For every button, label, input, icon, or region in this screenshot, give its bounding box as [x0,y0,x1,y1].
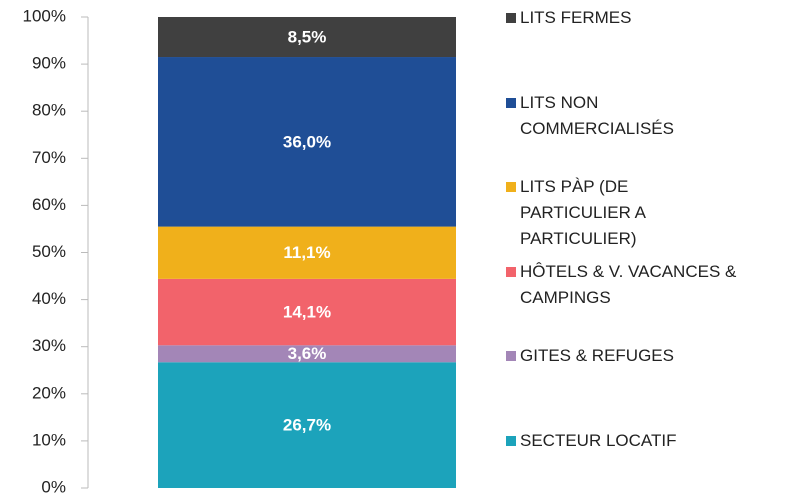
bar-segment [158,362,456,488]
bar-segment [158,278,456,346]
y-tick-label: 10% [32,430,66,449]
y-tick-label: 70% [32,148,66,167]
value-label: 26,7% [283,416,331,435]
legend-label: LITS FERMES [520,8,632,27]
y-tick-label: 20% [32,383,66,402]
legend-item: GITES & REFUGES [506,343,790,369]
y-tick-label: 50% [32,242,66,261]
bar-segment [158,17,456,58]
legend-label: GITES & REFUGES [520,346,674,365]
legend-label: SECTEUR LOCATIF [520,431,677,450]
value-label: 11,1% [283,243,330,262]
legend-item: LITS NON COMMERCIALISÉS [506,90,750,142]
legend-swatch [506,98,516,108]
bar-segment [158,345,456,363]
value-label: 8,5% [288,28,327,47]
value-label: 14,1% [283,303,331,322]
y-tick-label: 30% [32,336,66,355]
y-tick-label: 100% [23,6,66,25]
y-tick-label: 80% [32,101,66,120]
legend-swatch [506,182,516,192]
legend-swatch [506,13,516,23]
legend-swatch [506,351,516,361]
legend-item: SECTEUR LOCATIF [506,428,790,454]
bar-segment [158,57,456,227]
y-tick-label: 90% [32,54,66,73]
legend-item: LITS FERMES [506,5,790,31]
legend-item: HÔTELS & V. VACANCES & CAMPINGS [506,259,790,311]
y-tick-label: 0% [41,477,66,496]
legend-swatch [506,436,516,446]
y-tick-label: 40% [32,289,66,308]
bar-segment [158,226,456,279]
y-tick-label: 60% [32,195,66,214]
legend-label: LITS PÀP (DE PARTICULIER A PARTICULIER) [520,177,646,248]
legend-label: HÔTELS & V. VACANCES & CAMPINGS [520,262,737,307]
legend-item: LITS PÀP (DE PARTICULIER A PARTICULIER) [506,174,700,252]
legend-swatch [506,267,516,277]
value-label: 3,6% [288,344,327,363]
value-label: 36,0% [283,132,331,151]
legend-label: LITS NON COMMERCIALISÉS [520,93,674,138]
